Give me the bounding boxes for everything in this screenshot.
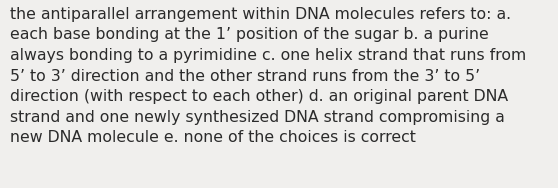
- Text: the antiparallel arrangement within DNA molecules refers to: a.
each base bondin: the antiparallel arrangement within DNA …: [10, 7, 526, 146]
